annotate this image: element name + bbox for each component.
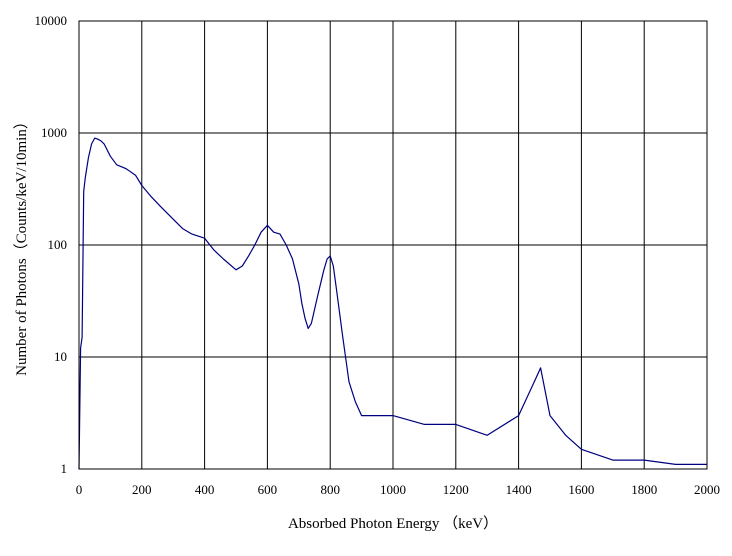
plot-frame bbox=[78, 20, 708, 470]
x-axis-label: Absorbed Photon Energy （keV） bbox=[288, 515, 498, 532]
x-tick-label: 800 bbox=[320, 482, 340, 497]
y-tick-label: 1000 bbox=[41, 125, 67, 140]
grid-lines bbox=[78, 20, 708, 470]
x-tick-label: 1800 bbox=[631, 482, 657, 497]
y-tick-label: 10000 bbox=[35, 13, 68, 28]
x-tick-label: 1000 bbox=[380, 482, 406, 497]
y-tick-label: 10 bbox=[54, 349, 67, 364]
x-tick-labels: 0 200 400 600 800 1000 1200 1400 1600 1800 2000 bbox=[76, 482, 720, 497]
x-tick-label: 200 bbox=[132, 482, 152, 497]
y-axis-label: Number of Photons（Counts/keV/10min） bbox=[13, 114, 30, 376]
y-tick-labels: 1 10 100 1000 10000 bbox=[35, 13, 68, 476]
x-tick-label: 600 bbox=[258, 482, 278, 497]
x-tick-label: 2000 bbox=[694, 482, 720, 497]
x-tick-label: 400 bbox=[195, 482, 215, 497]
spectrum-series-line bbox=[78, 137, 707, 470]
y-tick-label: 1 bbox=[61, 461, 68, 476]
x-tick-label: 0 bbox=[76, 482, 83, 497]
x-tick-label: 1400 bbox=[506, 482, 532, 497]
x-tick-label: 1200 bbox=[443, 482, 469, 497]
y-tick-label: 100 bbox=[48, 237, 68, 252]
x-tick-label: 1600 bbox=[568, 482, 594, 497]
series-lines bbox=[78, 137, 707, 470]
